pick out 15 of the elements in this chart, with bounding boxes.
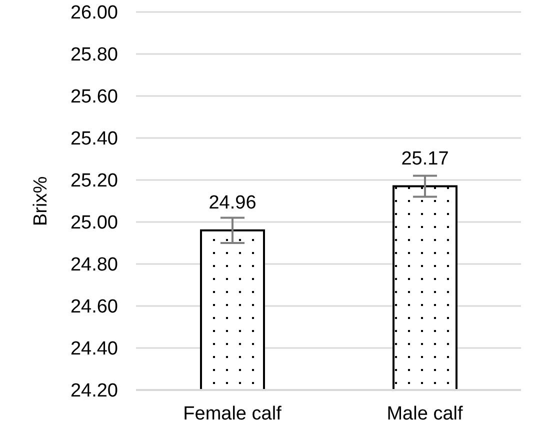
y-tick-label: 26.00 (70, 2, 118, 24)
y-tick-label: 24.80 (70, 254, 118, 276)
y-tick-label: 25.00 (70, 212, 118, 234)
y-tick-label: 24.60 (70, 296, 118, 318)
y-tick-label: 25.60 (70, 86, 118, 108)
y-tick-label: 24.40 (70, 338, 118, 360)
x-tick-label: Female calf (183, 403, 282, 424)
y-tick-label: 25.20 (70, 170, 118, 192)
y-axis-title: Brix% (30, 176, 52, 226)
y-tick-label: 24.20 (70, 380, 118, 402)
x-tick-label: Male calf (386, 403, 464, 424)
data-label: 24.96 (208, 192, 256, 214)
data-label: 25.17 (401, 148, 449, 170)
y-tick-label: 25.80 (70, 44, 118, 66)
y-tick-label: 25.40 (70, 128, 118, 150)
